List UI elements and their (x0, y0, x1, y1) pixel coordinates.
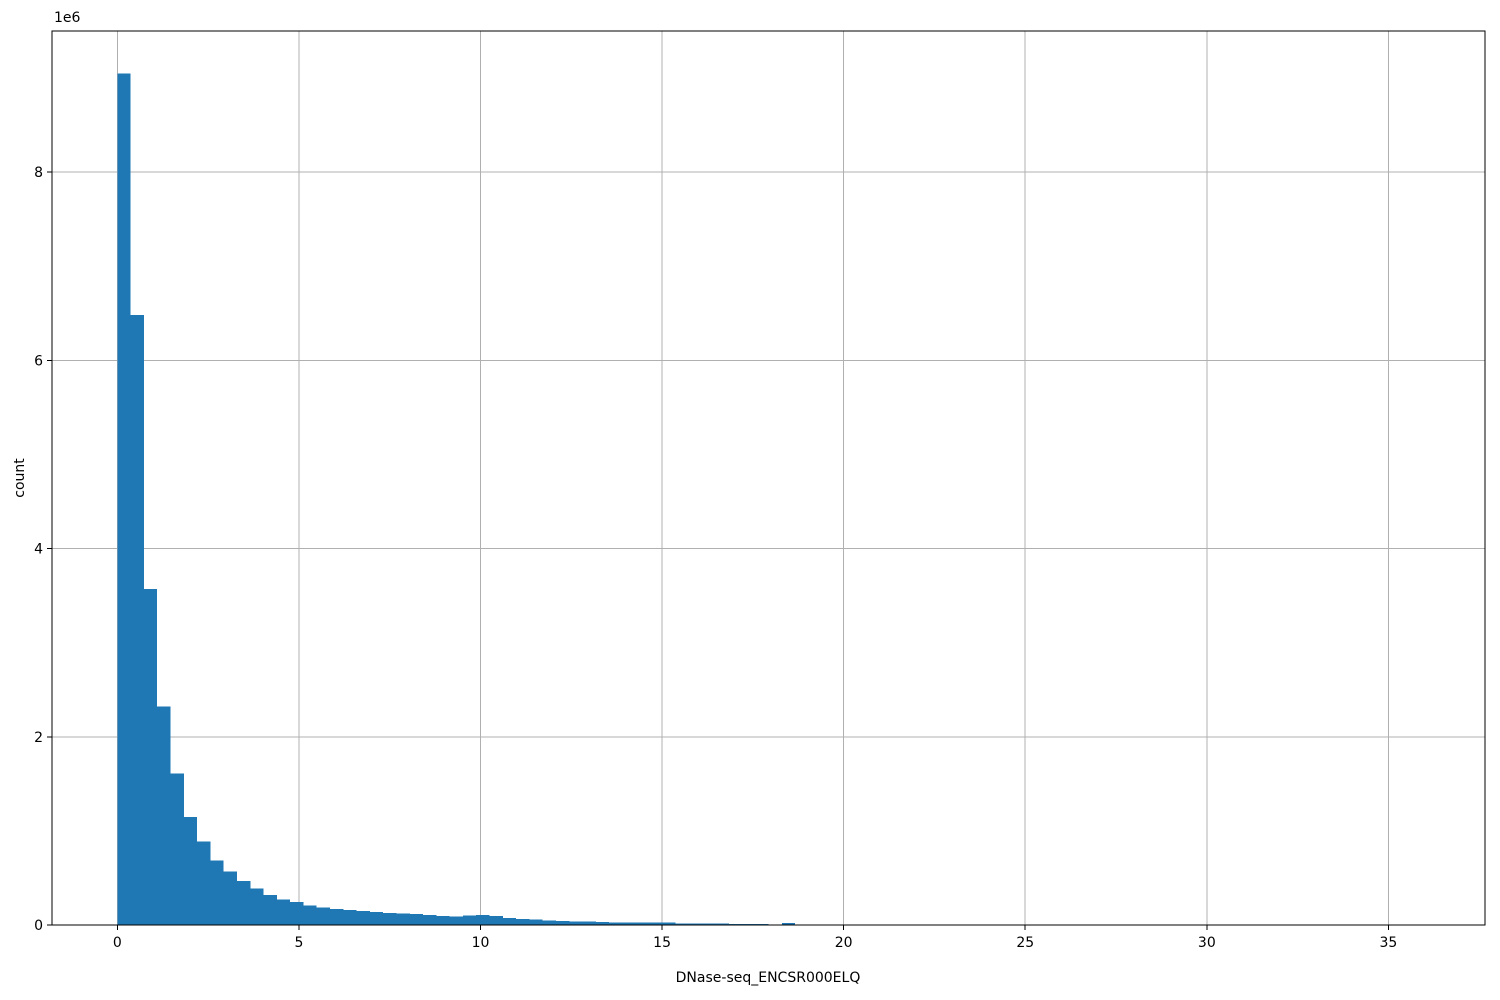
histogram-bar (263, 894, 277, 925)
histogram-bar (569, 921, 583, 925)
histogram-bar (555, 920, 570, 925)
histogram-bar (423, 914, 437, 925)
histogram-bar (223, 871, 237, 925)
x-tick-label: 5 (294, 935, 303, 951)
histogram-bar (117, 73, 131, 926)
x-axis-label: DNase-seq_ENCSR000ELQ (676, 970, 861, 986)
histogram-bar (183, 816, 198, 925)
histogram-bar (542, 920, 556, 925)
histogram-bar (303, 905, 317, 925)
y-tick-label: 2 (34, 730, 43, 746)
histogram-bar (197, 841, 211, 925)
histogram-bar (609, 922, 623, 925)
y-tick-label: 0 (34, 918, 43, 934)
histogram-bar (635, 922, 650, 925)
x-tick-label: 20 (835, 935, 853, 951)
histogram-bar (449, 916, 463, 925)
histogram-bar (462, 915, 477, 925)
histogram-bar (369, 912, 384, 925)
x-tick-label: 15 (653, 935, 671, 951)
plot-border (51, 30, 1486, 926)
histogram-bar (529, 919, 543, 925)
histogram-bar (516, 918, 530, 925)
histogram-bar (755, 923, 769, 925)
histogram-bar (675, 923, 689, 925)
histogram-bar (383, 912, 397, 925)
histogram-bar (742, 923, 756, 925)
y-tick-label: 6 (34, 353, 43, 369)
y-tick-label: 8 (34, 165, 43, 181)
histogram-bar (316, 907, 331, 925)
histogram-bar (489, 915, 503, 925)
histogram-bar (582, 921, 596, 925)
histogram-bar (622, 922, 636, 925)
histogram-bar (649, 922, 663, 925)
x-tick-label: 10 (472, 935, 490, 951)
x-tick-label: 25 (1016, 935, 1034, 951)
histogram-bar (157, 706, 171, 925)
histogram-bar (595, 922, 610, 925)
histogram-bar (356, 911, 370, 925)
histogram-bar (343, 910, 357, 925)
histogram-bar (330, 909, 344, 925)
histogram-bar (396, 913, 410, 925)
histogram-bar (276, 899, 291, 925)
y-tick-label: 4 (34, 542, 43, 558)
histogram-bar (130, 315, 144, 926)
histogram-bar (662, 922, 676, 925)
histogram-bar (781, 923, 796, 925)
histogram-bar (409, 914, 424, 925)
ticks-layer (47, 171, 1389, 930)
tick-labels-layer: 0 5 10 15 20 25 30 35 0 2 4 6 8 (34, 165, 1397, 951)
histogram-bar (250, 888, 264, 925)
histogram-bar (702, 923, 716, 925)
histogram-bar (502, 918, 517, 925)
histogram-bar (476, 915, 490, 925)
histogram-bar (728, 923, 743, 925)
grid-layer (52, 31, 1485, 926)
histogram-bar (688, 923, 703, 925)
y-axis-offset-label: 1e6 (54, 10, 81, 26)
histogram-bar (210, 860, 224, 925)
histogram-bar (290, 902, 304, 925)
histogram-bar (436, 916, 450, 925)
x-tick-label: 35 (1379, 935, 1397, 951)
histogram-bar (715, 923, 729, 925)
x-tick-label: 0 (113, 935, 122, 951)
histogram-bar (143, 589, 158, 925)
histogram-bar (170, 773, 184, 925)
x-tick-label: 30 (1198, 935, 1216, 951)
y-axis-label: count (12, 458, 28, 498)
histogram-bar (236, 881, 251, 925)
histogram-bars (117, 73, 796, 926)
